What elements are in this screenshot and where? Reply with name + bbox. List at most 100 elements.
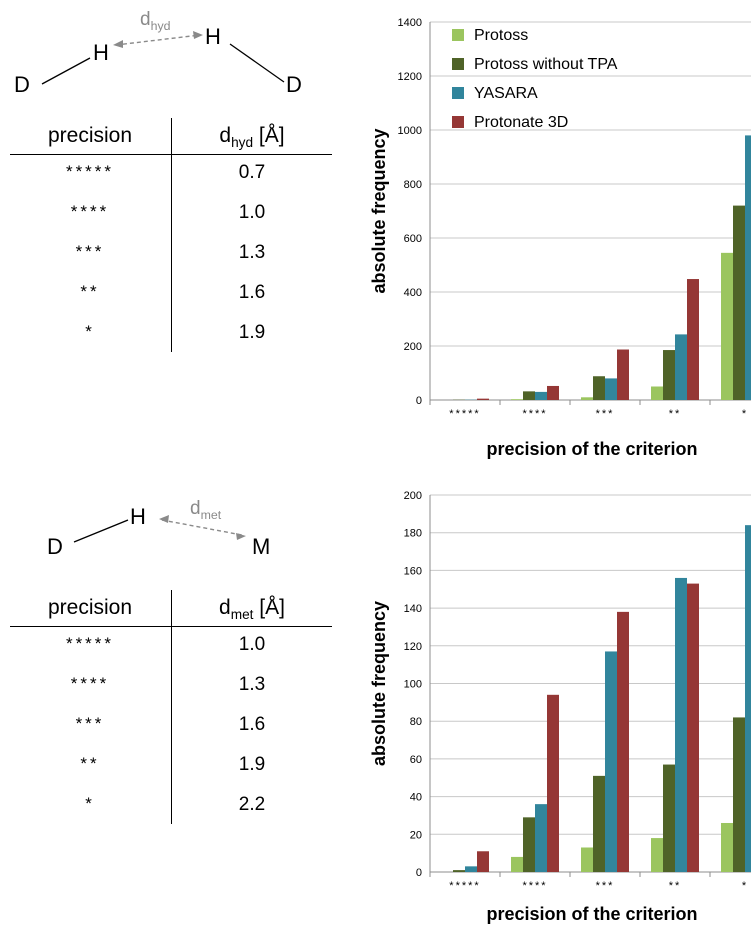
y-axis-label: absolute frequency [369, 601, 389, 766]
column-rule [171, 118, 172, 352]
bond-d-h-left [42, 58, 90, 84]
met-frequency-chart-svg: 020406080100120140160180200*************… [350, 480, 751, 936]
bond-d-h [74, 520, 128, 542]
bar [605, 651, 617, 872]
y-axis-label: absolute frequency [369, 128, 389, 293]
precision-cell: *** [10, 714, 170, 734]
precision-cell: **** [10, 202, 170, 222]
y-tick-label: 600 [404, 233, 422, 245]
legend-swatch [452, 29, 464, 41]
table-row: *2.2 [10, 790, 332, 824]
x-axis-label: precision of the criterion [486, 439, 697, 459]
table-row: ***1.3 [10, 238, 332, 272]
x-tick-label: **** [522, 880, 547, 892]
bar [581, 847, 593, 872]
legend-label: Protoss [474, 27, 528, 44]
distance-header: dhyd [Å] [172, 124, 332, 150]
bar [523, 391, 535, 400]
distance-cell: 1.3 [172, 242, 332, 264]
legend-label: Protoss without TPA [474, 56, 618, 73]
table-row: ***1.6 [10, 710, 332, 744]
precision-cell: * [10, 794, 170, 814]
table-row: ****1.0 [10, 198, 332, 232]
legend-swatch [452, 87, 464, 99]
bar [511, 399, 523, 400]
y-tick-label: 100 [404, 679, 422, 691]
x-tick-label: * [742, 880, 748, 892]
distance-cell: 1.0 [172, 202, 332, 224]
y-tick-label: 60 [410, 754, 422, 766]
x-tick-label: *** [596, 408, 615, 420]
bond-h-d-right [230, 44, 284, 82]
bar [675, 578, 687, 872]
precision-cell: ** [10, 754, 170, 774]
table-row: ****1.3 [10, 670, 332, 704]
met-distance-arrow [162, 520, 242, 535]
distance-subscript: hyd [151, 19, 171, 33]
distance-cell: 1.0 [172, 634, 332, 656]
precision-cell: * [10, 322, 170, 342]
precision-cell: ***** [10, 162, 170, 182]
bar [523, 817, 535, 872]
table-row: *****1.0 [10, 630, 332, 664]
bar [593, 376, 605, 400]
bar [675, 334, 687, 400]
distance-cell: 1.6 [172, 282, 332, 304]
bar [477, 399, 489, 400]
distance-header: dmet [Å] [172, 596, 332, 622]
distance-header-symbol: d [219, 596, 231, 619]
distance-header-sub: met [231, 607, 254, 622]
distance-symbol: d [140, 9, 151, 30]
y-tick-label: 1000 [398, 125, 422, 137]
legend-label: YASARA [474, 85, 538, 102]
bar [721, 253, 733, 400]
bar [535, 804, 547, 872]
precision-cell: **** [10, 674, 170, 694]
y-tick-label: 80 [410, 716, 422, 728]
distance-header-unit: [Å] [253, 124, 285, 147]
atom-d: D [47, 534, 63, 560]
bar [745, 135, 751, 400]
distance-cell: 1.3 [172, 674, 332, 696]
atom-m: M [252, 534, 270, 560]
arrowhead-right [236, 533, 246, 540]
precision-cell: ***** [10, 634, 170, 654]
y-tick-label: 0 [416, 867, 422, 879]
bar [733, 717, 745, 872]
distance-cell: 0.7 [172, 162, 332, 184]
met-distance-label: dmet [190, 498, 221, 522]
x-tick-label: ***** [449, 408, 480, 420]
column-rule [171, 590, 172, 824]
bar [547, 386, 559, 400]
bar [617, 612, 629, 872]
atom-h: H [130, 504, 146, 530]
bar [593, 776, 605, 872]
y-tick-label: 400 [404, 287, 422, 299]
distance-subscript: met [201, 508, 222, 522]
bar [687, 584, 699, 872]
bar [581, 397, 593, 400]
hyd-schematic: D H H D dhyd [0, 0, 340, 110]
y-tick-label: 160 [404, 565, 422, 577]
bar [617, 350, 629, 400]
bar [511, 857, 523, 872]
y-tick-label: 0 [416, 395, 422, 407]
bar [477, 851, 489, 872]
precision-header: precision [10, 124, 170, 148]
bar [721, 823, 733, 872]
y-tick-label: 180 [404, 528, 422, 540]
bar [651, 387, 663, 401]
x-tick-label: ** [669, 880, 682, 892]
x-axis-label: precision of the criterion [486, 904, 697, 924]
y-tick-label: 120 [404, 641, 422, 653]
arrowhead-left [113, 40, 123, 48]
atom-h-left: H [93, 40, 109, 66]
bar [651, 838, 663, 872]
atom-d-right: D [286, 72, 302, 98]
bar [535, 392, 547, 400]
bar [465, 866, 477, 872]
legend-swatch [452, 116, 464, 128]
met-precision-table: precision dmet [Å] *****1.0 ****1.3 ***1… [10, 590, 332, 826]
hyd-distance-arrow [116, 35, 200, 45]
